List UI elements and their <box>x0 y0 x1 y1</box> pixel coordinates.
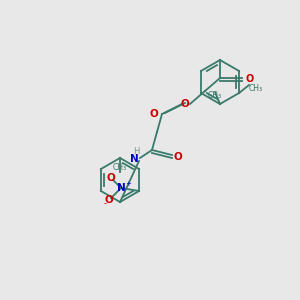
Text: CH₃: CH₃ <box>113 163 127 172</box>
Text: O: O <box>245 74 253 85</box>
Text: O: O <box>174 152 183 161</box>
Text: O: O <box>149 109 158 119</box>
Text: O: O <box>180 99 189 109</box>
Text: +: + <box>125 181 131 187</box>
Text: H: H <box>133 147 139 156</box>
Text: N: N <box>117 183 125 193</box>
Text: O: O <box>107 173 116 183</box>
Text: CH₃: CH₃ <box>249 84 263 93</box>
Text: CH₃: CH₃ <box>208 91 222 100</box>
Text: -: - <box>103 200 106 208</box>
Text: O: O <box>105 195 113 205</box>
Text: N: N <box>130 154 139 164</box>
